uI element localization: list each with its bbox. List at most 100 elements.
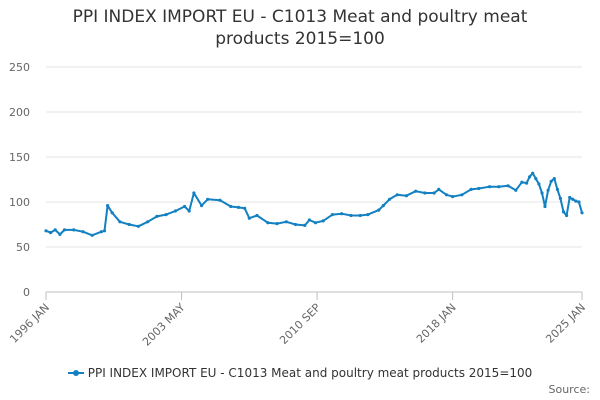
data-point[interactable]: [155, 214, 159, 218]
x-tick-label: 2025 JAN: [543, 301, 588, 346]
legend-item[interactable]: PPI INDEX IMPORT EU - C1013 Meat and pou…: [67, 366, 533, 380]
data-point[interactable]: [580, 211, 584, 215]
data-point[interactable]: [102, 229, 107, 233]
data-point[interactable]: [537, 182, 541, 186]
data-point[interactable]: [110, 211, 114, 215]
data-point[interactable]: [477, 186, 481, 191]
axis-layer: 0 50 100 150 200 250 1996 JAN 2003 MAY 2010 SEP 2…: [7, 61, 588, 349]
data-point[interactable]: [432, 191, 436, 195]
data-point[interactable]: [349, 213, 353, 218]
data-point[interactable]: [99, 230, 103, 234]
data-point[interactable]: [90, 233, 94, 237]
data-point[interactable]: [506, 184, 510, 188]
data-point[interactable]: [247, 216, 251, 220]
data-point[interactable]: [531, 171, 535, 175]
data-point[interactable]: [381, 204, 385, 208]
data-point[interactable]: [414, 189, 418, 193]
data-point[interactable]: [62, 228, 67, 232]
data-point[interactable]: [81, 230, 85, 234]
data-point[interactable]: [236, 205, 241, 209]
data-point[interactable]: [395, 193, 399, 197]
data-point[interactable]: [340, 212, 344, 216]
data-point[interactable]: [58, 232, 62, 236]
data-point[interactable]: [377, 208, 381, 212]
data-point[interactable]: [358, 213, 362, 218]
legend-label: PPI INDEX IMPORT EU - C1013 Meat and pou…: [87, 366, 533, 380]
data-point[interactable]: [552, 177, 556, 181]
data-point[interactable]: [561, 210, 566, 214]
data-point[interactable]: [549, 179, 553, 183]
data-point[interactable]: [444, 193, 449, 197]
x-tick-label: 2003 MAY: [140, 301, 188, 349]
chart-title-line-1: PPI INDEX IMPORT EU - C1013 Meat and pou…: [72, 7, 528, 27]
data-point[interactable]: [164, 213, 168, 217]
data-point[interactable]: [206, 197, 210, 201]
data-point[interactable]: [118, 220, 122, 224]
data-point[interactable]: [525, 181, 529, 185]
data-point[interactable]: [49, 231, 53, 235]
data-point[interactable]: [528, 175, 532, 179]
data-point[interactable]: [218, 198, 222, 202]
data-point[interactable]: [307, 218, 311, 222]
x-tick-label: 1996 JAN: [7, 301, 52, 346]
data-point[interactable]: [571, 197, 575, 201]
data-point[interactable]: [404, 194, 408, 198]
data-point[interactable]: [520, 180, 524, 184]
data-point[interactable]: [127, 222, 131, 227]
data-point[interactable]: [387, 197, 392, 201]
data-point[interactable]: [497, 185, 501, 189]
data-point[interactable]: [146, 220, 150, 224]
legend-swatch-icon: [67, 368, 84, 378]
data-point[interactable]: [469, 187, 473, 191]
data-point[interactable]: [514, 188, 518, 192]
data-point[interactable]: [577, 200, 581, 204]
data-point[interactable]: [303, 223, 307, 227]
data-point[interactable]: [192, 191, 196, 195]
data-point[interactable]: [106, 204, 110, 208]
data-point[interactable]: [243, 206, 247, 210]
data-point[interactable]: [44, 229, 48, 233]
data-point[interactable]: [200, 204, 204, 208]
data-point[interactable]: [321, 219, 325, 223]
data-point[interactable]: [229, 204, 233, 209]
data-point[interactable]: [423, 191, 427, 195]
data-point[interactable]: [546, 188, 550, 192]
data-point[interactable]: [574, 199, 578, 203]
data-point[interactable]: [136, 224, 140, 228]
data-point[interactable]: [451, 195, 455, 199]
y-tick-label: 200: [9, 106, 30, 119]
data-point[interactable]: [183, 204, 187, 209]
legend[interactable]: PPI INDEX IMPORT EU - C1013 Meat and pou…: [0, 363, 600, 382]
data-point[interactable]: [558, 196, 563, 200]
data-point[interactable]: [555, 187, 560, 191]
data-point[interactable]: [53, 228, 57, 232]
data-point[interactable]: [366, 213, 370, 217]
data-point[interactable]: [313, 221, 318, 225]
data-point[interactable]: [437, 187, 441, 191]
data-point[interactable]: [460, 193, 464, 197]
grid-layer: [46, 66, 582, 248]
data-point[interactable]: [187, 209, 191, 213]
data-point[interactable]: [72, 228, 76, 232]
data-point[interactable]: [173, 209, 177, 213]
y-tick-label: 250: [9, 61, 30, 74]
data-point[interactable]: [293, 222, 298, 227]
data-point[interactable]: [284, 220, 288, 224]
data-point[interactable]: [266, 221, 270, 225]
data-point[interactable]: [330, 213, 335, 217]
series-layer: [44, 171, 584, 237]
data-point[interactable]: [255, 213, 259, 218]
series-line: [45, 172, 583, 237]
data-point[interactable]: [543, 204, 547, 209]
data-point[interactable]: [540, 191, 544, 195]
data-point[interactable]: [534, 177, 538, 181]
y-tick-label: 0: [23, 286, 30, 299]
data-point[interactable]: [568, 195, 572, 200]
data-point[interactable]: [565, 213, 569, 218]
chart-title-line-2: products 2015=100: [215, 29, 385, 49]
data-point[interactable]: [275, 222, 279, 226]
data-point[interactable]: [488, 185, 492, 189]
chart-title: PPI INDEX IMPORT EU - C1013 Meat and pou…: [0, 6, 600, 50]
